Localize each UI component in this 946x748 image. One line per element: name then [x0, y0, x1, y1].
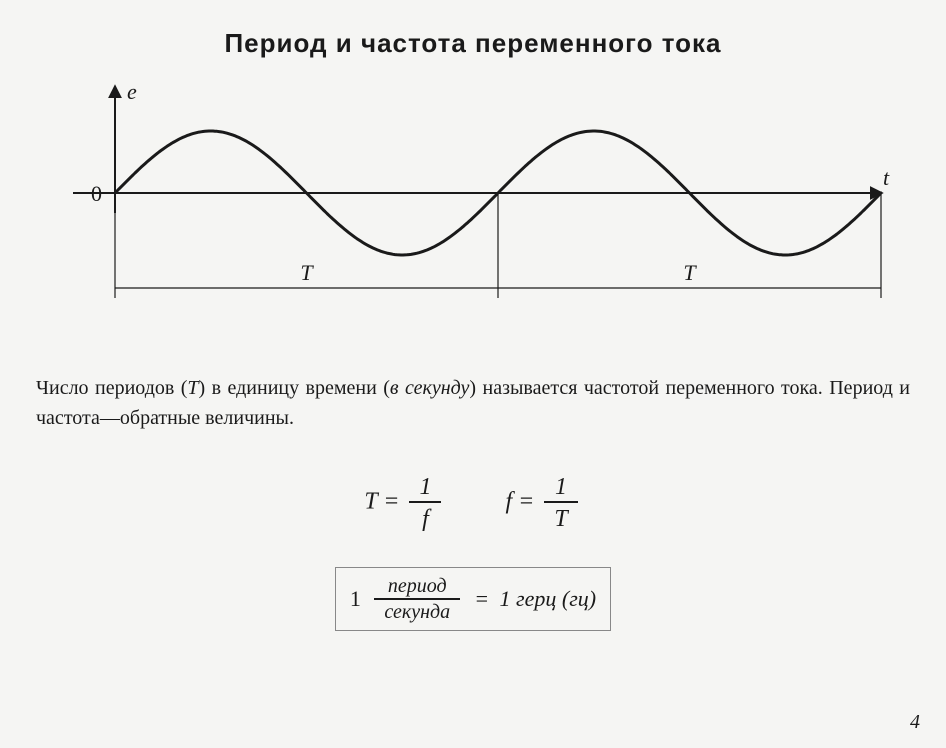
denominator: секунда [374, 600, 460, 624]
svg-text:T: T [300, 260, 314, 285]
page: Период и частота переменного тока e t T T 0… [0, 0, 946, 748]
hertz-box: 1 период секунда = 1 герц (гц) [335, 567, 611, 631]
svg-text:t: t [883, 165, 890, 190]
fraction: 1 f [409, 475, 441, 531]
equals-sign: = [518, 489, 534, 515]
denominator: T [544, 503, 577, 531]
numerator: 1 [409, 475, 441, 503]
fraction: период секунда [374, 574, 460, 624]
formula-T: T = 1 f [364, 475, 445, 531]
svg-text:e: e [127, 79, 137, 104]
coefficient-one: 1 [350, 586, 361, 612]
formula-f: f = 1 T [505, 475, 581, 531]
formula-T-lhs: T [364, 489, 377, 515]
fraction: 1 T [544, 475, 577, 531]
denominator: f [409, 503, 441, 531]
definition-text: Число периодов (T) в единицу времени (в … [30, 373, 916, 433]
hertz-rhs: 1 герц (гц) [500, 586, 597, 612]
origin-label: 0 [91, 181, 102, 207]
equals-sign: = [476, 586, 488, 612]
formulas-row: T = 1 f f = 1 T [30, 475, 916, 531]
sine-chart: e t T T 0 [43, 73, 903, 333]
equals-sign: = [383, 489, 399, 515]
chart-svg: e t T T [43, 73, 903, 333]
page-title: Период и частота переменного тока [30, 28, 916, 59]
hertz-definition: 1 период секунда = 1 герц (гц) [30, 567, 916, 631]
numerator: период [374, 574, 460, 600]
page-number: 4 [910, 711, 920, 734]
svg-text:T: T [683, 260, 697, 285]
formula-f-lhs: f [505, 489, 512, 515]
numerator: 1 [544, 475, 577, 503]
